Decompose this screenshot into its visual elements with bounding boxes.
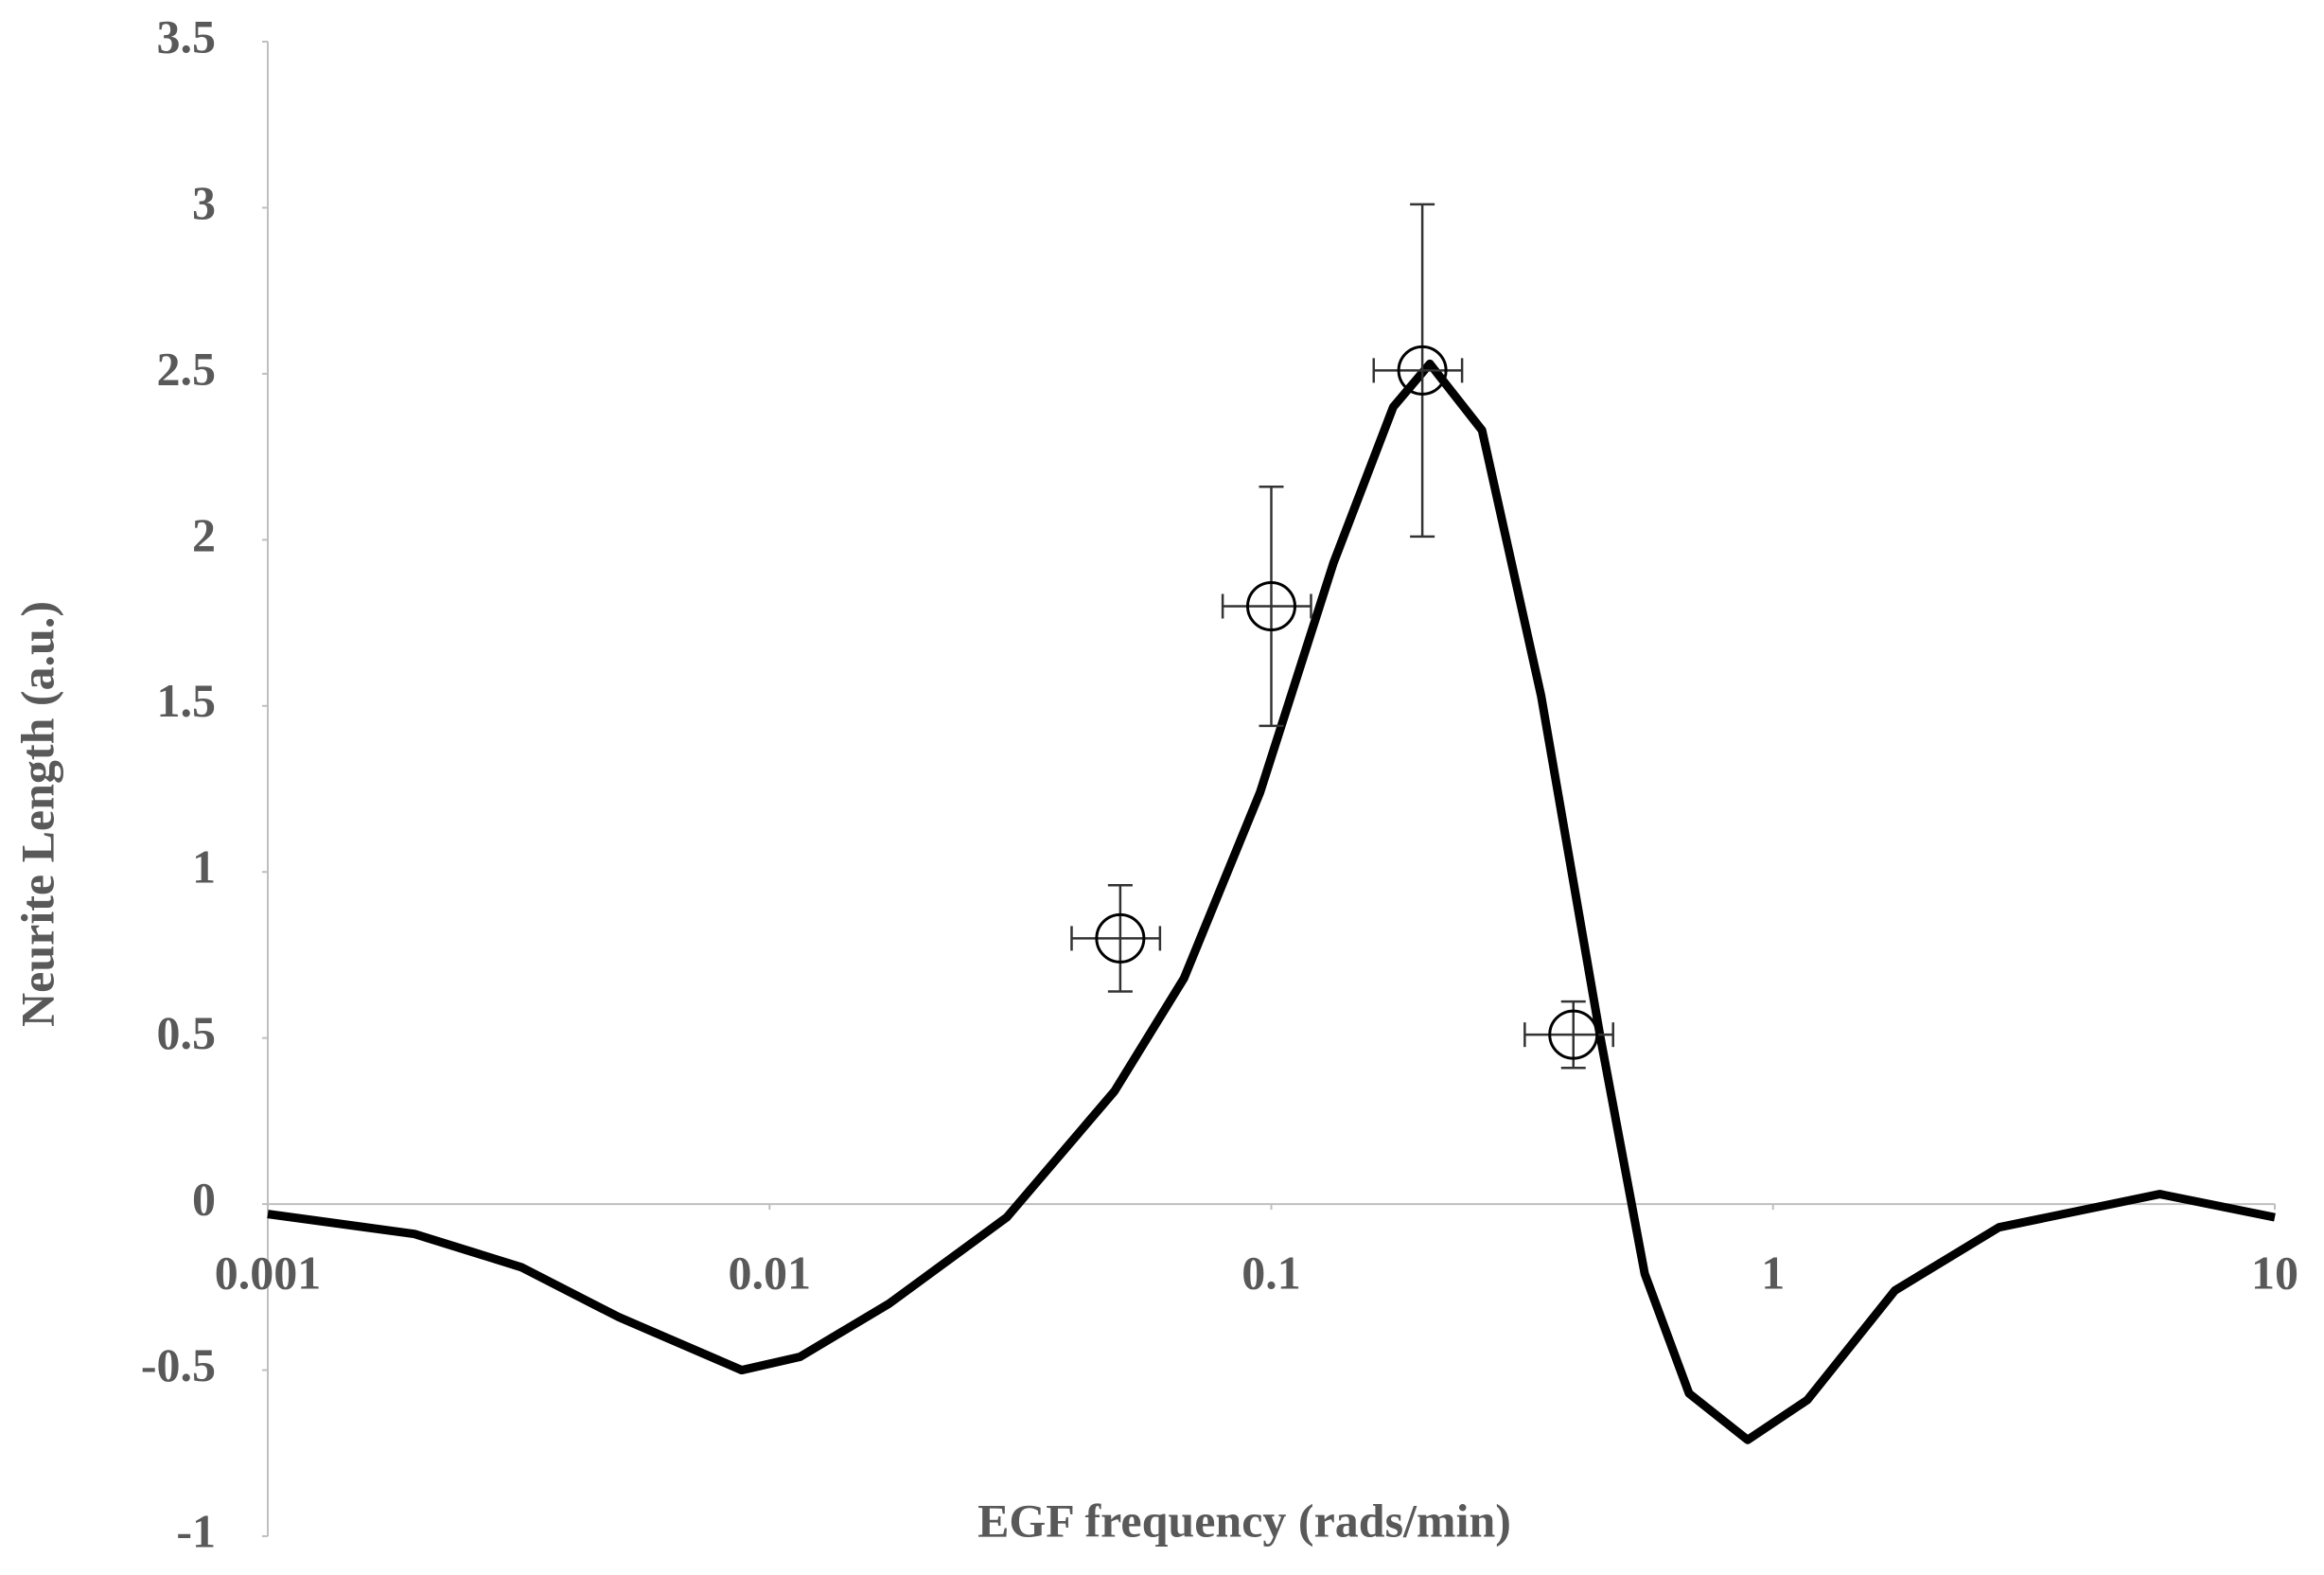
y-tick-label: -1 [176,1504,216,1557]
fit-line [267,359,2276,1444]
x-axis-title: EGF frequency (rads/min) [977,1494,1511,1547]
y-tick-label: -0.5 [141,1338,216,1391]
x-tick-label: 0.001 [215,1247,322,1300]
x-tick-label: 0.1 [1241,1247,1301,1300]
data-point [1548,1009,1599,1060]
x-tick-label: 10 [2251,1247,2298,1300]
y-tick-label: 0.5 [157,1006,217,1059]
data-point [1095,912,1146,964]
data-point [1246,581,1296,632]
y-axis-title: Neurite Length (a.u.) [10,601,63,1027]
y-tick-label: 2.5 [157,342,217,395]
data-point [1397,345,1448,396]
x-tick-label: 1 [1761,1247,1785,1300]
y-tick-label: 2 [192,508,216,561]
y-tick-label: 1.5 [157,674,217,727]
y-tick-label: 3.5 [157,9,217,62]
y-tick-label: 1 [192,841,216,894]
y-tick-label: 0 [192,1173,216,1226]
x-tick-label: 0.01 [729,1247,812,1300]
y-tick-label: 3 [192,176,216,229]
